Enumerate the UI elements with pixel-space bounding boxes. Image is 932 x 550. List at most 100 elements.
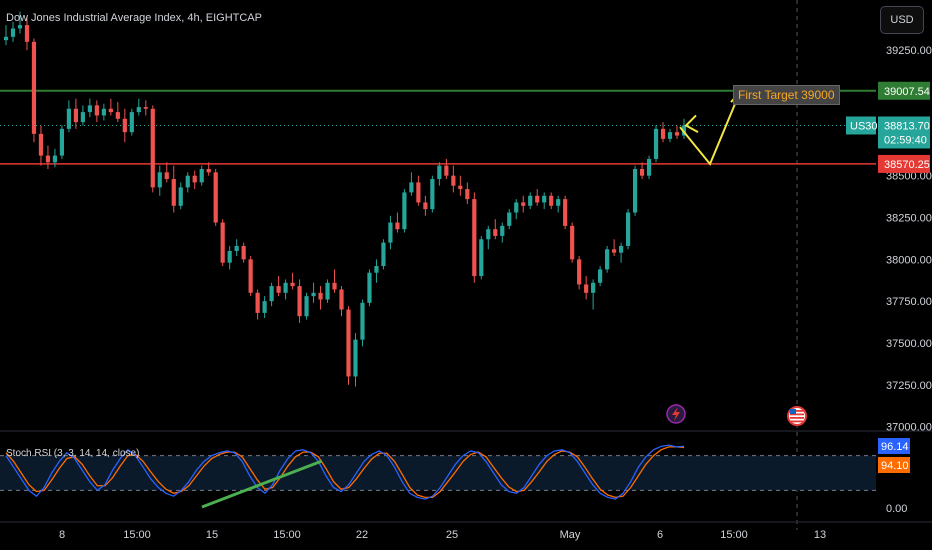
- candle: [653, 125, 659, 163]
- candle-body: [206, 168, 211, 173]
- candle-body: [185, 175, 190, 188]
- candle-body: [73, 108, 78, 123]
- candle-body: [591, 282, 596, 293]
- resistance-price-tag: 39007.54: [878, 81, 930, 100]
- candle-body: [500, 225, 505, 236]
- candle: [220, 219, 225, 267]
- candle-body: [31, 41, 37, 134]
- candle-body: [108, 108, 113, 113]
- y-tick-label: 38250.00: [886, 213, 932, 225]
- y-tick-label: 37500.00: [886, 338, 932, 350]
- candle: [332, 269, 337, 293]
- candle-body: [311, 292, 316, 297]
- projection-path: [679, 91, 741, 166]
- candle: [528, 192, 533, 210]
- symbol-tag: US30: [846, 116, 878, 135]
- candle-body: [234, 245, 239, 251]
- candle: [409, 172, 414, 196]
- candle-body: [598, 269, 603, 283]
- candle: [10, 21, 16, 42]
- candle: [234, 239, 239, 256]
- candle: [667, 128, 673, 143]
- candle-body: [332, 282, 337, 290]
- candle-body: [3, 36, 9, 41]
- candle: [213, 168, 218, 226]
- candle-body: [178, 187, 183, 206]
- candle: [143, 100, 148, 116]
- candle-body: [521, 202, 526, 206]
- candle: [395, 212, 400, 233]
- candle: [87, 98, 92, 118]
- candle-body: [584, 284, 589, 293]
- candle: [178, 182, 183, 210]
- candle-body: [276, 286, 281, 293]
- candle: [444, 158, 449, 180]
- candle-body: [115, 112, 120, 119]
- candle: [24, 16, 30, 51]
- candle-body: [667, 132, 673, 139]
- candle-body: [535, 195, 540, 203]
- candle-body: [94, 105, 99, 116]
- resistance-price-tag-text: 39007.54: [884, 86, 930, 98]
- candle-body: [199, 168, 204, 183]
- support-price-tag-bg: [878, 154, 930, 173]
- candle: [500, 222, 505, 243]
- candle-body: [262, 301, 267, 313]
- candle: [486, 225, 491, 250]
- candle: [535, 189, 540, 206]
- candle: [94, 100, 99, 123]
- last-price-tag: 38813.70 02:59:40: [878, 116, 930, 149]
- y-tick-label: 38500.00: [886, 171, 932, 183]
- target-annotation[interactable]: First Target 39000: [733, 85, 840, 105]
- candle-body: [639, 168, 645, 176]
- candle: [465, 182, 470, 205]
- candle-body: [402, 192, 407, 230]
- candle-body: [653, 128, 659, 159]
- candle-body: [59, 128, 65, 156]
- candle: [241, 242, 246, 263]
- last-price-tag-bg: [878, 116, 930, 149]
- x-tick-label: 15:00: [273, 529, 301, 541]
- candle: [451, 165, 456, 193]
- candle: [297, 279, 302, 323]
- candle-body: [297, 286, 302, 317]
- stoch-d-tag-text: 94.10: [881, 460, 909, 472]
- candle-body: [570, 225, 575, 260]
- flag-stripe: [790, 417, 804, 419]
- candle: [674, 125, 680, 139]
- symbol-tag-bg: [846, 116, 876, 135]
- candle: [563, 195, 568, 230]
- candle: [255, 289, 260, 320]
- candle-body: [577, 259, 582, 285]
- candle: [388, 215, 393, 250]
- y-tick-label: 37000.00: [886, 422, 932, 434]
- y-tick-label: 39250.00: [886, 45, 932, 57]
- symbol-text: US30: [850, 120, 878, 132]
- candle: [80, 105, 85, 126]
- candle: [129, 108, 134, 136]
- stoch-d-tag: 94.10: [878, 457, 910, 473]
- x-tick-label: May: [560, 529, 581, 541]
- candle-body: [674, 132, 680, 136]
- candle-body: [563, 199, 568, 226]
- stoch-k-tag: 96.14: [878, 438, 910, 454]
- candle-body: [395, 222, 400, 230]
- candle-body: [605, 249, 610, 270]
- candle: [318, 286, 323, 310]
- candle: [660, 122, 666, 143]
- candle: [185, 172, 190, 193]
- support-price-tag: 38570.25: [878, 154, 930, 173]
- candle-body: [528, 195, 533, 206]
- candle: [437, 162, 442, 186]
- candle-body: [136, 107, 141, 113]
- currency-button[interactable]: USD: [880, 6, 924, 34]
- candle-body: [227, 250, 232, 263]
- flash-bolt: [672, 407, 680, 421]
- candle: [381, 239, 386, 270]
- candle-body: [507, 212, 512, 226]
- candle: [549, 192, 554, 210]
- candle-body: [367, 272, 372, 303]
- candle: [66, 100, 72, 133]
- candle-body: [409, 182, 414, 193]
- candle: [339, 286, 344, 317]
